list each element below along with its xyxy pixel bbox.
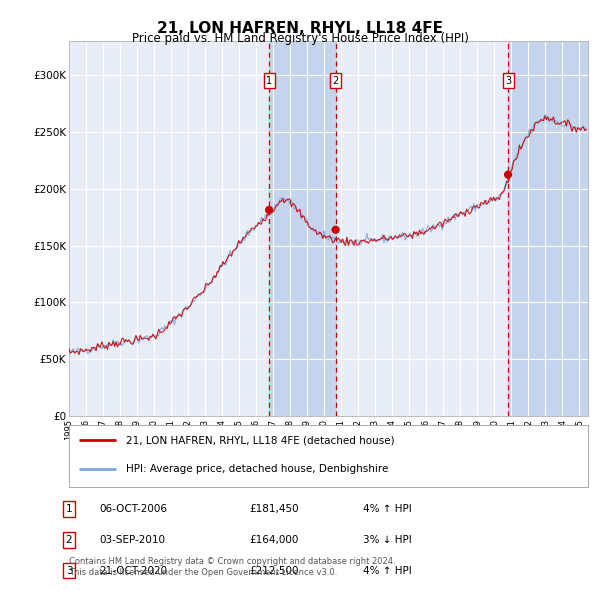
Text: £212,500: £212,500 [249, 566, 299, 575]
Text: This data is licensed under the Open Government Licence v3.0.: This data is licensed under the Open Gov… [69, 568, 337, 577]
Text: 4% ↑ HPI: 4% ↑ HPI [363, 566, 412, 575]
Text: 2: 2 [332, 76, 339, 86]
Text: 1: 1 [65, 504, 73, 514]
Text: 4% ↑ HPI: 4% ↑ HPI [363, 504, 412, 514]
Text: 06-OCT-2006: 06-OCT-2006 [99, 504, 167, 514]
Text: Contains HM Land Registry data © Crown copyright and database right 2024.: Contains HM Land Registry data © Crown c… [69, 558, 395, 566]
Point [331, 225, 340, 234]
Bar [269, 41, 335, 416]
Text: 3: 3 [65, 566, 73, 575]
Text: £181,450: £181,450 [249, 504, 299, 514]
Point [503, 170, 513, 179]
Text: 21-OCT-2020: 21-OCT-2020 [99, 566, 167, 575]
Text: 21, LON HAFREN, RHYL, LL18 4FE (detached house): 21, LON HAFREN, RHYL, LL18 4FE (detached… [126, 435, 395, 445]
Text: 3: 3 [505, 76, 511, 86]
Text: HPI: Average price, detached house, Denbighshire: HPI: Average price, detached house, Denb… [126, 464, 388, 474]
Text: 1: 1 [266, 76, 272, 86]
Text: 03-SEP-2010: 03-SEP-2010 [99, 535, 165, 545]
Text: 2: 2 [65, 535, 73, 545]
Text: £164,000: £164,000 [249, 535, 298, 545]
Text: 3% ↓ HPI: 3% ↓ HPI [363, 535, 412, 545]
Point [265, 205, 274, 215]
Text: 21, LON HAFREN, RHYL, LL18 4FE: 21, LON HAFREN, RHYL, LL18 4FE [157, 21, 443, 35]
Bar [508, 41, 588, 416]
Text: Price paid vs. HM Land Registry's House Price Index (HPI): Price paid vs. HM Land Registry's House … [131, 32, 469, 45]
